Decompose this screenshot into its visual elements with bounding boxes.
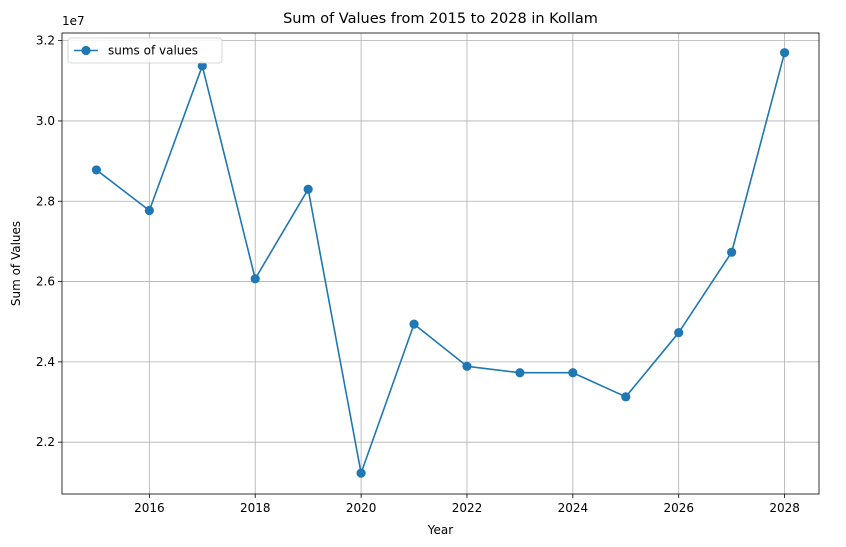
data-point [568, 368, 578, 378]
legend-marker [81, 45, 91, 56]
chart-title: Sum of Values from 2015 to 2028 in Kolla… [283, 11, 598, 27]
data-point [144, 205, 154, 216]
x-tick-label: 2028 [769, 501, 800, 515]
series-layer [91, 48, 790, 478]
y-tick-label: 3.0 [36, 114, 55, 128]
data-point [197, 61, 207, 71]
x-tick-label: 2026 [663, 501, 694, 515]
x-axis: 2016 2018 2020 2022 2024 2026 2028 [134, 494, 800, 515]
data-point [409, 319, 419, 329]
data-point [515, 368, 525, 378]
data-point [91, 165, 102, 175]
x-tick-label: 2022 [452, 501, 483, 515]
x-tick-label: 2020 [346, 501, 377, 515]
y-axis-label: Sum of Values [9, 221, 23, 306]
x-tick-label: 2016 [134, 501, 165, 515]
data-point [250, 274, 260, 284]
data-point [779, 48, 790, 58]
series-line [95, 52, 786, 474]
y-tick-label: 3.2 [36, 34, 55, 48]
data-point [621, 392, 631, 402]
grid [62, 33, 819, 494]
data-point [674, 327, 684, 338]
legend: sums of values [67, 37, 223, 64]
y-tick-label: 2.2 [36, 435, 55, 449]
y-tick-label: 2.8 [36, 194, 55, 208]
y-axis-offset-text: 1e7 [62, 14, 85, 28]
legend-box [67, 37, 223, 64]
data-point [727, 247, 737, 257]
x-axis-label: Year [427, 523, 453, 537]
axes-frame [61, 32, 820, 495]
data-point [303, 184, 313, 194]
data-point [356, 468, 366, 478]
plot-area [61, 32, 820, 495]
y-axis: 2.2 2.4 2.6 2.8 3.0 3.2 [36, 34, 62, 449]
data-point [462, 361, 472, 371]
x-tick-label: 2024 [558, 501, 589, 515]
x-tick-label: 2018 [240, 501, 271, 515]
y-tick-label: 2.4 [36, 355, 55, 369]
legend-label: sums of values [108, 44, 198, 58]
y-tick-label: 2.6 [36, 275, 55, 289]
